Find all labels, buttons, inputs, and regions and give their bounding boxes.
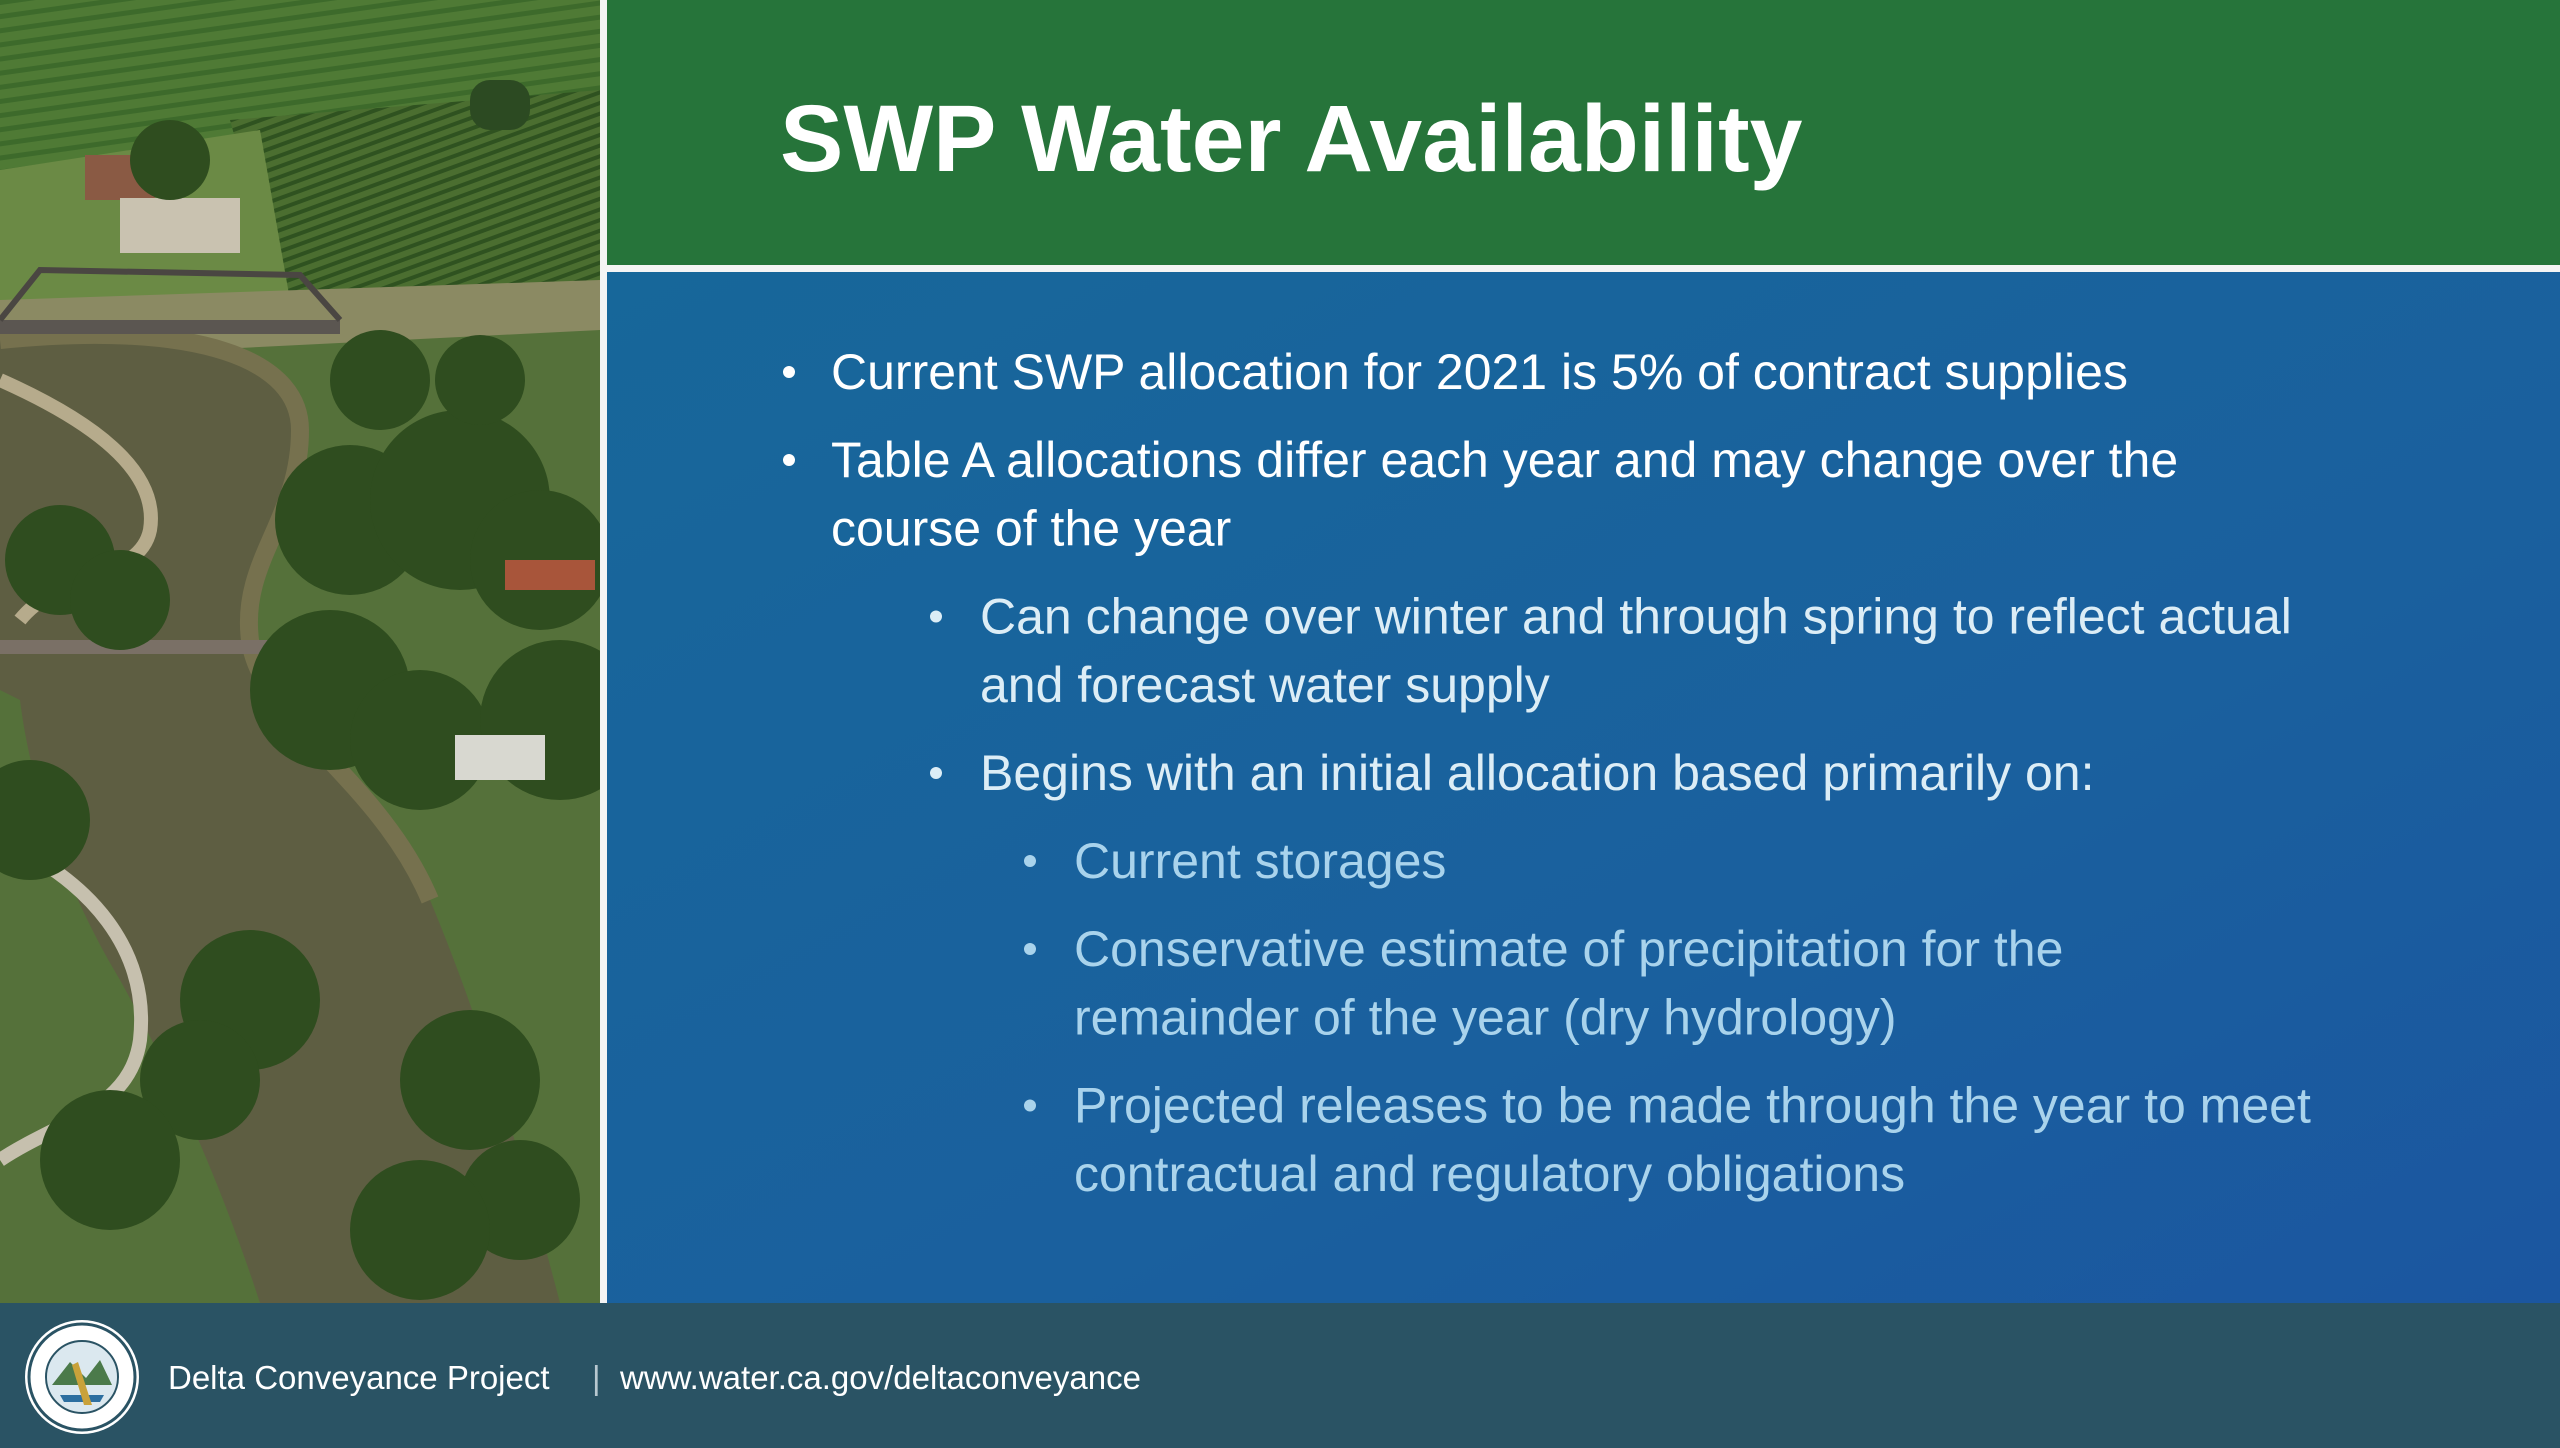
footer-url: www.water.ca.gov/deltaconveyance bbox=[619, 1359, 1141, 1396]
content-area bbox=[607, 272, 2560, 1303]
bullet-dot bbox=[783, 366, 795, 378]
bullet-text: Current SWP allocation for 2021 is 5% of… bbox=[831, 344, 2128, 400]
bullet-dot bbox=[930, 767, 942, 779]
bullet-text: Begins with an initial allocation based … bbox=[980, 745, 2094, 801]
bullet-dot bbox=[1024, 855, 1036, 867]
bullet-dot bbox=[930, 610, 942, 623]
bullet-text: Conservative estimate of precipitation f… bbox=[1074, 921, 2063, 977]
bullet-dot bbox=[1024, 943, 1036, 955]
bullet-text: and forecast water supply bbox=[980, 657, 1550, 713]
bullet-text: Current storages bbox=[1074, 833, 1446, 889]
dwr-logo bbox=[25, 1320, 139, 1434]
header-bar bbox=[607, 0, 2560, 265]
bullet-text: Projected releases to be made through th… bbox=[1074, 1078, 2311, 1134]
footer-bar bbox=[0, 1303, 2560, 1448]
bullet-dot bbox=[783, 454, 795, 466]
divider bbox=[600, 0, 607, 1303]
header-rule bbox=[607, 265, 2560, 272]
landscape-photo bbox=[0, 0, 600, 1303]
footer-separator: | bbox=[592, 1359, 601, 1396]
bullet-text: course of the year bbox=[831, 501, 1231, 557]
bullet-text: contractual and regulatory obligations bbox=[1074, 1146, 1905, 1202]
bullet-text: Can change over winter and through sprin… bbox=[980, 589, 2292, 645]
bullet-dot bbox=[1024, 1099, 1036, 1112]
bullet-text: remainder of the year (dry hydrology) bbox=[1074, 990, 1897, 1046]
bullet-text: Table A allocations differ each year and… bbox=[831, 432, 2178, 488]
footer-project: Delta Conveyance Project bbox=[168, 1359, 550, 1396]
bullet-list: Current SWP allocation for 2021 is 5% of… bbox=[783, 344, 2311, 1202]
slide-title: SWP Water Availability bbox=[780, 86, 1803, 192]
